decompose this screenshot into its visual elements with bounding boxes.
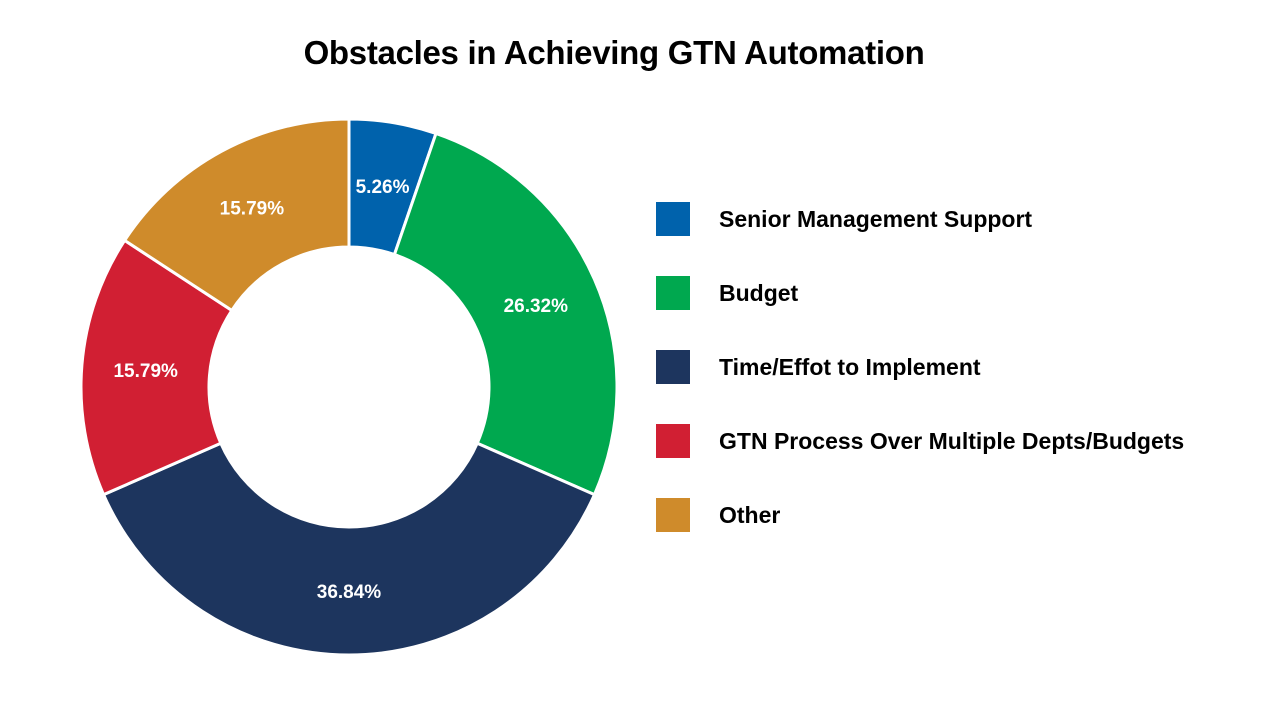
slice-data-label: 15.79% (113, 361, 178, 382)
legend-swatch (656, 424, 690, 458)
legend-label: Budget (719, 280, 799, 306)
legend-label: Time/Effot to Implement (719, 354, 981, 380)
donut-slice (122, 117, 351, 313)
slice-data-label: 36.84% (317, 582, 382, 603)
legend-label: Senior Management Support (719, 206, 1033, 232)
legend-swatch (656, 350, 690, 384)
legend-label: GTN Process Over Multiple Depts/Budgets (719, 428, 1185, 454)
legend-swatch (656, 202, 690, 236)
donut-slice (79, 238, 234, 497)
legend-label: Other (719, 502, 781, 528)
slice-data-label: 5.26% (356, 177, 410, 198)
donut-chart: 5.26% 26.32% 36.84% 15.79% 15.79% (79, 117, 619, 657)
slice-data-label: 15.79% (220, 199, 285, 220)
donut-slice (101, 441, 597, 657)
chart-title: Obstacles in Achieving GTN Automation (303, 34, 925, 71)
legend-swatch (656, 276, 690, 310)
donut-slice (392, 131, 619, 497)
slice-data-label: 26.32% (504, 296, 569, 317)
legend-swatch (656, 498, 690, 532)
